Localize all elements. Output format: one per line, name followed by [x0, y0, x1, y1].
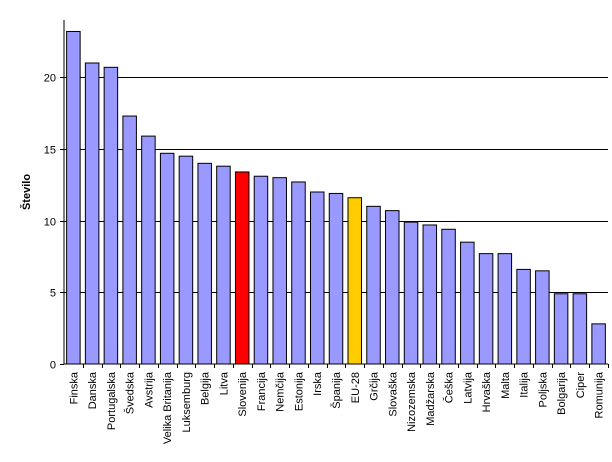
bar — [497, 253, 513, 365]
x-tick-label: Latvija — [462, 371, 474, 404]
bar — [347, 197, 363, 365]
y-tick-label: 5 — [50, 288, 56, 300]
x-tick-label: Slovaška — [387, 371, 399, 417]
bar — [253, 175, 269, 365]
x-tick-label: Francija — [256, 371, 268, 411]
x-tick-label: Avstrija — [143, 371, 155, 408]
bar — [328, 192, 344, 365]
bar — [422, 224, 438, 365]
bars — [66, 30, 606, 365]
x-tick-label: Italija — [519, 371, 531, 398]
bar — [272, 177, 287, 365]
bar — [535, 270, 550, 365]
bar — [572, 293, 588, 365]
x-tick-label: Litva — [218, 371, 230, 395]
bar — [234, 171, 250, 365]
bar — [66, 30, 81, 365]
x-tick-label: Švedska — [124, 371, 137, 414]
y-tick-labels: 0 5 10 15 20 — [44, 73, 64, 372]
x-tick-label: Poljska — [537, 371, 549, 407]
x-tick-label: Nemčija — [275, 371, 287, 412]
bar — [122, 115, 137, 365]
x-tick-label: Luksemburg — [181, 372, 193, 433]
y-tick-label: 10 — [44, 217, 56, 229]
y-tick-label: 0 — [50, 360, 56, 372]
x-tick-label: Slovenija — [237, 371, 249, 417]
x-tick-label: Grčija — [369, 371, 381, 401]
bar — [441, 228, 456, 365]
x-tick-label: Finska — [68, 371, 80, 404]
bar — [516, 268, 531, 365]
x-tick-label: Danska — [87, 371, 99, 409]
bar — [366, 205, 381, 365]
bar — [197, 162, 212, 365]
y-tick-label: 15 — [44, 145, 56, 157]
x-tick-label: Romunija — [594, 371, 606, 418]
x-tick-label: Ciper — [575, 372, 587, 399]
x-tick-label: Estonija — [293, 371, 305, 411]
bar — [309, 191, 325, 365]
x-tick-label: Velika Britanija — [162, 371, 174, 444]
bar — [478, 253, 494, 365]
bar — [216, 165, 231, 365]
bar — [460, 241, 475, 365]
bar — [141, 135, 156, 365]
x-tick-label: Madžarska — [425, 371, 437, 426]
x-tick-label: Španija — [330, 371, 343, 409]
x-tick-label: Irska — [312, 371, 324, 396]
x-tick-label: Malta — [500, 371, 512, 399]
y-tick-label: 20 — [44, 73, 56, 85]
x-tick-label: Bolgarija — [556, 371, 568, 415]
x-tick-label: Portugalska — [106, 371, 118, 430]
bar — [84, 62, 100, 365]
x-tick-label: EU-28 — [350, 372, 362, 403]
y-axis-title: Število — [20, 174, 33, 210]
x-tick-label: Hrvaška — [481, 371, 493, 412]
x-tick-label: Češka — [443, 371, 456, 403]
bar — [553, 293, 569, 365]
bar — [291, 181, 306, 365]
bar — [385, 210, 400, 365]
bar — [591, 323, 606, 365]
bar — [403, 221, 419, 365]
bar — [103, 66, 119, 365]
x-tick-label: Belgija — [200, 371, 212, 405]
bar — [159, 152, 175, 365]
x-tick-labels: Finska Danska Portugalska Švedska Avstrija Ve… — [68, 364, 609, 444]
x-tick-label: Nizozemska — [406, 371, 418, 432]
bar — [178, 155, 194, 365]
